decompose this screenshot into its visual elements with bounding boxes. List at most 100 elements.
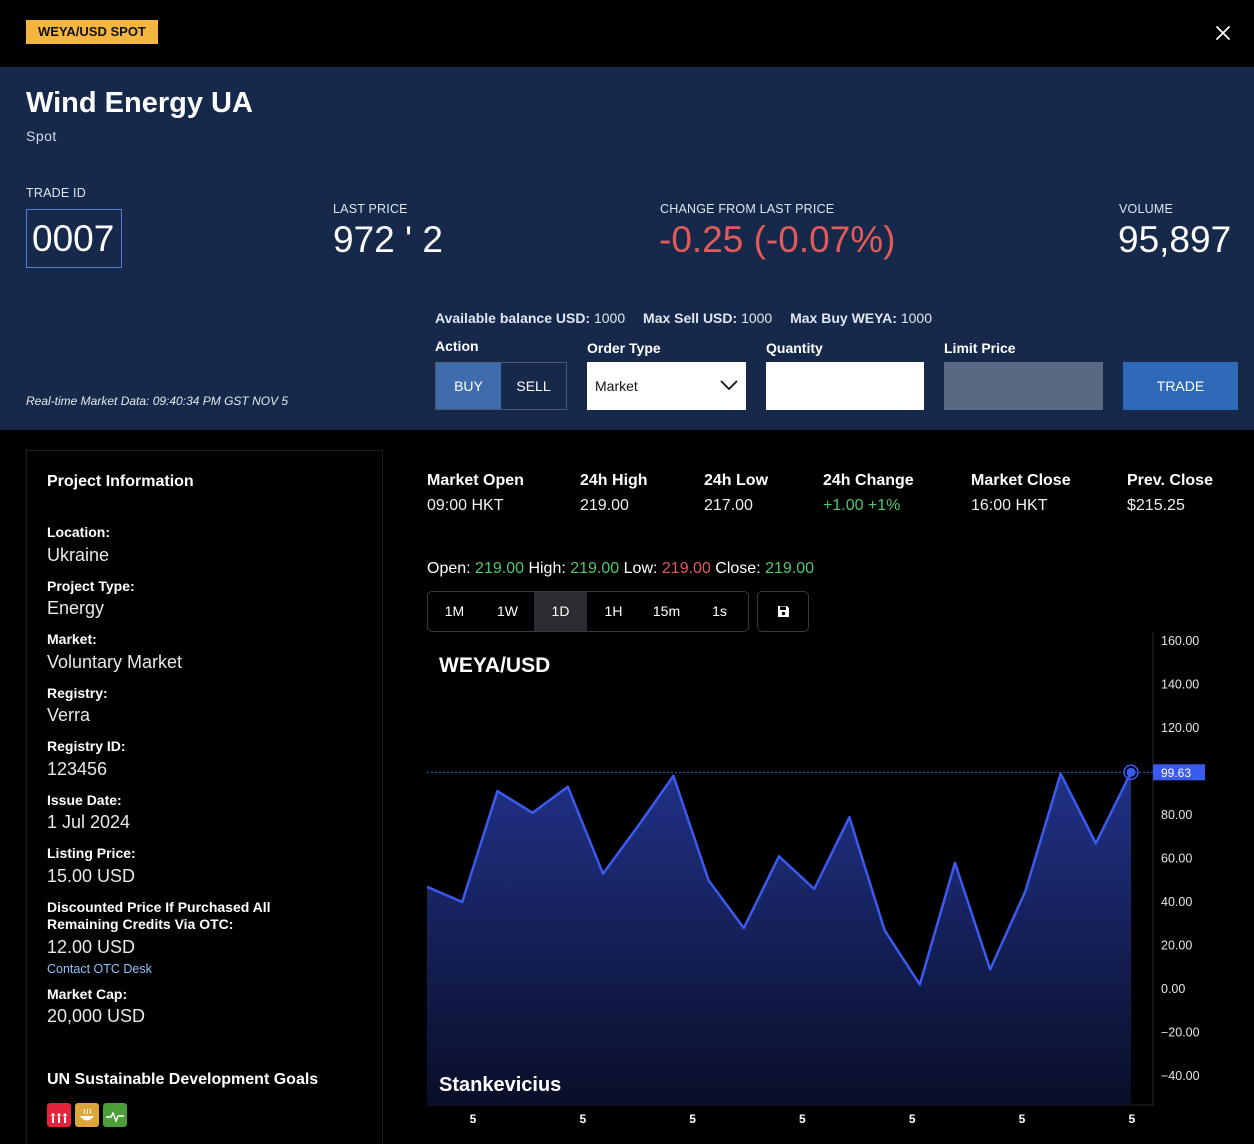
price-chart[interactable]: 99.63 WEYA/USD Stankevicius 160.00 140.00…	[415, 632, 1254, 1144]
timeframe-15m[interactable]: 15m	[652, 603, 681, 619]
otc-discount-value: 12.00 USD	[47, 937, 136, 957]
timeframe-1h[interactable]: 1H	[604, 603, 623, 619]
action-toggle: BUY SELL	[435, 362, 567, 410]
contact-otc-link[interactable]: Contact OTC Desk	[47, 962, 152, 976]
market-cap-value: 20,000 USD	[47, 1006, 146, 1026]
sdg-title: UN Sustainable Development Goals	[47, 1071, 319, 1088]
open-label: Open:	[427, 560, 471, 577]
price-line	[426, 771, 1133, 986]
last-price-value: 972 ' 2	[333, 219, 443, 260]
x-tick-label: 5	[909, 1112, 916, 1126]
instrument-header: Wind Energy UA Spot TRADE ID 0007 LAST P…	[0, 67, 1254, 430]
project-info-title: Project Information	[47, 473, 194, 490]
last-price-label: LAST PRICE	[333, 202, 408, 216]
change-24h-label: 24h Change	[823, 472, 914, 489]
high-24h-value: 219.00	[580, 497, 629, 514]
project-title: Wind Energy UA	[26, 87, 253, 119]
volume-value: 95,897	[1118, 219, 1232, 260]
last-price-tag-label: 99.63	[1161, 766, 1191, 780]
sdg-zero-hunger-icon	[75, 1103, 99, 1127]
max-buy-label: Max Buy WEYA:	[790, 310, 897, 326]
y-tick-label: −40.00	[1161, 1069, 1200, 1083]
market-close-label: Market Close	[971, 472, 1071, 489]
change-label: CHANGE FROM LAST PRICE	[660, 202, 835, 216]
limit-price-label: Limit Price	[944, 340, 1016, 356]
registry-label: Registry:	[47, 685, 108, 701]
location-value: Ukraine	[47, 545, 110, 565]
y-tick-label: 0.00	[1161, 982, 1185, 996]
y-tick-label: 80.00	[1161, 808, 1192, 822]
price-area-fill	[427, 772, 1131, 1105]
change-24h-value: +1.00 +1%	[823, 497, 901, 514]
location-label: Location:	[47, 524, 110, 540]
high-value: 219.00	[570, 560, 620, 577]
save-icon	[778, 606, 789, 617]
registry-value: Verra	[47, 705, 91, 725]
chevron-down-icon	[720, 380, 738, 391]
order-type-select[interactable]: Market	[587, 362, 746, 410]
project-subtitle: Spot	[26, 128, 57, 144]
chart-title: WEYA/USD	[439, 654, 550, 677]
low-value: 219.00	[661, 560, 711, 577]
listing-price-value: 15.00 USD	[47, 866, 136, 886]
close-button[interactable]	[1208, 18, 1238, 48]
prev-close-value: $215.25	[1127, 497, 1185, 514]
sell-button[interactable]: SELL	[516, 378, 551, 394]
last-price-dot	[1126, 767, 1136, 777]
x-tick-label: 5	[1019, 1112, 1026, 1126]
order-type-value: Market	[595, 378, 638, 394]
market-open-value: 09:00 HKT	[427, 497, 504, 514]
chart-watermark: Stankevicius	[439, 1074, 561, 1096]
market-label: Market:	[47, 631, 97, 647]
top-bar: WEYA/USD SPOT	[0, 0, 1254, 67]
high-24h-label: 24h High	[580, 472, 648, 489]
otc-discount-label: Discounted Price If Purchased All Remain…	[47, 899, 271, 932]
issue-date-label: Issue Date:	[47, 792, 122, 808]
timeframe-1d[interactable]: 1D	[534, 592, 587, 631]
x-tick-label: 5	[689, 1112, 696, 1126]
available-balance-value: 1000	[593, 310, 626, 326]
y-tick-label: 120.00	[1161, 721, 1199, 735]
timeframe-1m[interactable]: 1M	[444, 603, 465, 619]
buy-button[interactable]: BUY	[436, 363, 501, 409]
y-tick-label: 160.00	[1161, 634, 1199, 648]
quantity-input[interactable]	[766, 362, 924, 410]
pair-badge: WEYA/USD SPOT	[26, 20, 158, 44]
timeframe-selector: 1M 1W 1D 1H 15m 1s	[427, 591, 749, 632]
high-label: High:	[528, 560, 566, 577]
project-type-value: Energy	[47, 598, 105, 618]
trade-id-label: TRADE ID	[26, 186, 86, 200]
project-type-label: Project Type:	[47, 578, 135, 594]
timeframe-1s[interactable]: 1s	[712, 603, 727, 619]
y-tick-label: 140.00	[1161, 678, 1199, 692]
close-value: 219.00	[765, 560, 815, 577]
y-tick-label: 20.00	[1161, 939, 1192, 953]
ohlc-readout: Open: 219.00 High: 219.00 Low: 219.00 Cl…	[427, 560, 814, 578]
market-value: Voluntary Market	[47, 652, 183, 672]
low-24h-value: 217.00	[704, 497, 753, 514]
y-tick-label: −20.00	[1161, 1026, 1200, 1040]
close-label: Close:	[715, 560, 761, 577]
timeframe-1w[interactable]: 1W	[497, 603, 518, 619]
max-sell-label: Max Sell USD:	[643, 310, 738, 326]
x-tick-label: 5	[579, 1112, 586, 1126]
low-label: Low:	[623, 560, 658, 577]
trade-id-field[interactable]: 0007	[26, 209, 122, 268]
issue-date-value: 1 Jul 2024	[47, 812, 131, 832]
x-tick-label: 5	[799, 1112, 806, 1126]
max-sell-value: 1000	[741, 310, 773, 326]
action-label: Action	[435, 338, 479, 354]
balance-summary: Available balance USD: 1000 Max Sell USD…	[435, 310, 932, 326]
close-icon[interactable]	[1208, 18, 1238, 48]
limit-price-input[interactable]	[944, 362, 1103, 410]
market-open-label: Market Open	[427, 472, 524, 489]
quantity-label: Quantity	[766, 340, 823, 356]
prev-close-label: Prev. Close	[1127, 472, 1213, 489]
save-chart-button[interactable]	[757, 591, 809, 632]
y-tick-label: 60.00	[1161, 852, 1192, 866]
trade-button[interactable]: TRADE	[1123, 362, 1238, 410]
open-value: 219.00	[475, 560, 524, 577]
last-price-ring	[1123, 764, 1139, 781]
project-info-panel: Project Information Location: Ukraine Pr…	[26, 450, 383, 1144]
available-balance-label: Available balance USD:	[435, 310, 591, 326]
